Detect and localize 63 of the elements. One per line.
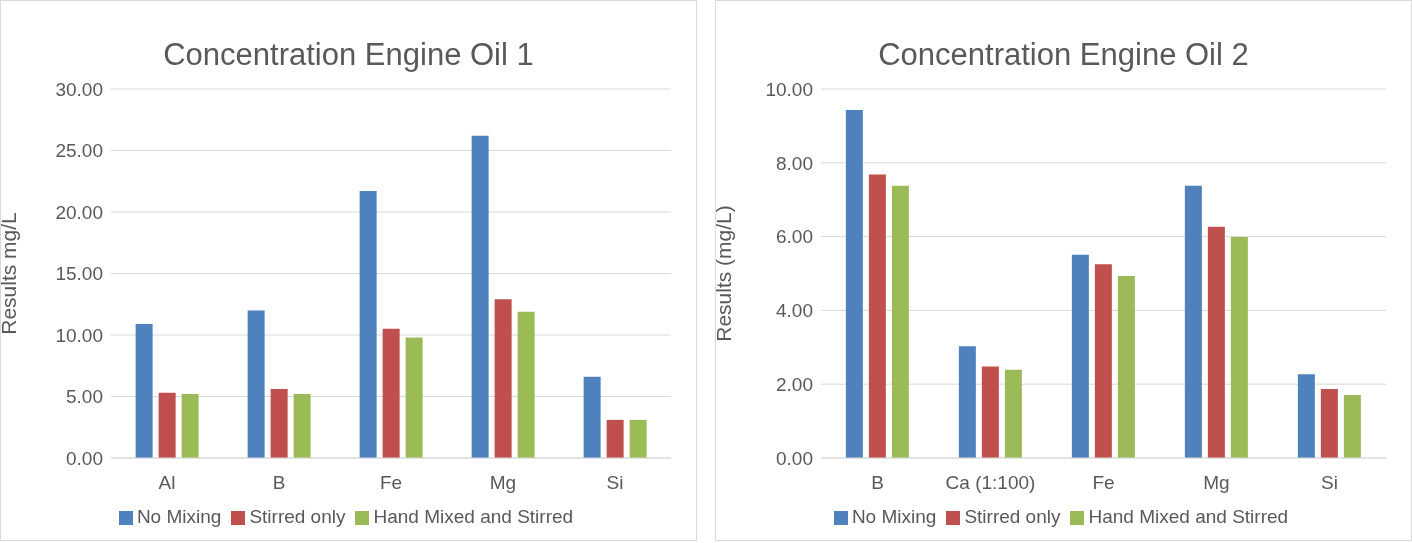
- bar: [981, 366, 999, 458]
- x-tick-label: Si: [1321, 472, 1338, 494]
- bar: [1207, 226, 1225, 458]
- y-tick-label: 20.00: [55, 201, 103, 223]
- x-tick-label: Ca (1:100): [945, 472, 1036, 494]
- bar: [1117, 276, 1135, 458]
- bar: [158, 392, 176, 458]
- y-tick-label: 4.00: [776, 300, 813, 322]
- x-tick-label: B: [871, 472, 884, 494]
- bar: [405, 337, 423, 458]
- chart-title: Concentration Engine Oil 1: [162, 37, 535, 73]
- chart-title: Concentration Engine Oil 2: [877, 37, 1250, 73]
- bar: [629, 419, 647, 458]
- bar: [891, 185, 909, 458]
- y-tick-label: 5.00: [66, 386, 103, 408]
- bar: [382, 328, 400, 458]
- bar: [606, 419, 624, 458]
- y-tick-label: 30.00: [55, 78, 103, 100]
- bar: [293, 394, 311, 458]
- bar: [494, 299, 512, 458]
- y-tick-label: 8.00: [776, 152, 813, 174]
- bar: [1230, 236, 1248, 458]
- bar: [517, 311, 535, 458]
- bar: [1320, 389, 1338, 458]
- x-tick-label: B: [272, 472, 286, 494]
- bar: [135, 323, 153, 458]
- y-tick-label: 10.00: [765, 78, 813, 100]
- x-tick-label: Fe: [379, 472, 403, 494]
- x-tick-label: Mg: [489, 472, 517, 494]
- bar: [845, 110, 863, 458]
- legend-label: Hand Mixed and Stirred: [1088, 506, 1289, 527]
- bar: [1297, 374, 1315, 458]
- legend-label: No Mixing: [851, 506, 937, 527]
- y-tick-label: 10.00: [55, 324, 103, 346]
- y-tick-label: 15.00: [55, 263, 103, 285]
- bar: [270, 389, 288, 458]
- bar: [247, 310, 265, 458]
- legend-label: Stirred only: [249, 506, 346, 527]
- x-tick-label: Mg: [1203, 472, 1230, 494]
- bar: [868, 174, 886, 458]
- legend-label: No Mixing: [136, 506, 222, 527]
- y-tick-label: 0.00: [776, 447, 813, 469]
- y-tick-label: 25.00: [55, 140, 103, 162]
- bar: [583, 376, 601, 458]
- x-tick-label: Al: [158, 472, 176, 494]
- bar: [1343, 394, 1361, 458]
- bar: [1094, 264, 1112, 458]
- y-tick-label: 2.00: [776, 373, 813, 395]
- y-tick-label: 6.00: [776, 226, 813, 248]
- bar: [1004, 369, 1022, 458]
- x-tick-label: Si: [606, 472, 624, 494]
- y-axis-title: Results mg/L: [0, 212, 21, 335]
- y-axis-title: Results (mg/L): [712, 205, 736, 342]
- legend-label: Hand Mixed and Stirred: [373, 506, 574, 527]
- bar: [181, 394, 199, 458]
- bar: [471, 135, 489, 458]
- bar: [359, 191, 377, 458]
- legend-label: Stirred only: [964, 506, 1061, 527]
- bar: [1184, 185, 1202, 458]
- bar: [1071, 254, 1089, 458]
- bar: [958, 346, 976, 458]
- y-tick-label: 0.00: [66, 447, 103, 469]
- x-tick-label: Fe: [1092, 472, 1115, 494]
